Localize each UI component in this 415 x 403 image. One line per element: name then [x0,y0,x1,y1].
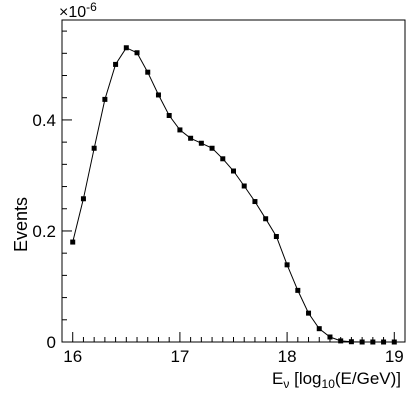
data-point [102,96,108,102]
data-point [338,338,344,344]
data-point [209,145,215,151]
data-point [263,216,269,222]
data-point [327,334,333,340]
data-point [177,127,183,133]
data-point [220,156,226,162]
x-tick-label: 17 [170,347,189,366]
data-point [166,112,172,118]
y-multiplier: ×10-6 [59,0,97,21]
x-tick-label: 16 [63,347,82,366]
series-line [72,47,395,343]
plot-frame [61,19,406,343]
data-point [381,339,387,345]
data-point [231,168,236,174]
data-point [188,135,194,141]
data-point [91,145,97,151]
data-point [348,339,354,345]
data-point [123,45,129,51]
y-tick-label: 0.2 [32,222,56,241]
data-point [306,310,312,316]
y-tick-label: 0 [47,333,56,352]
y-axis-title: Events [11,197,31,252]
data-point [198,140,204,146]
data-point [134,50,140,56]
x-tick-label: 19 [385,347,404,366]
data-point [155,92,161,98]
data-point [113,61,119,67]
data-point [391,339,397,345]
data-point [145,69,151,75]
y-tick-label: 0.4 [32,111,56,130]
data-point [70,239,76,245]
x-tick-label: 18 [278,347,297,366]
data-point [316,326,322,332]
data-point [252,199,258,205]
x-axis-title: Eν [log10(E/GeV)] [272,369,401,391]
data-point [295,287,301,293]
data-point [241,183,247,189]
data-point [359,339,365,345]
data-point [370,339,376,345]
data-point [284,262,290,268]
data-point [273,234,279,240]
data-point [80,196,86,202]
